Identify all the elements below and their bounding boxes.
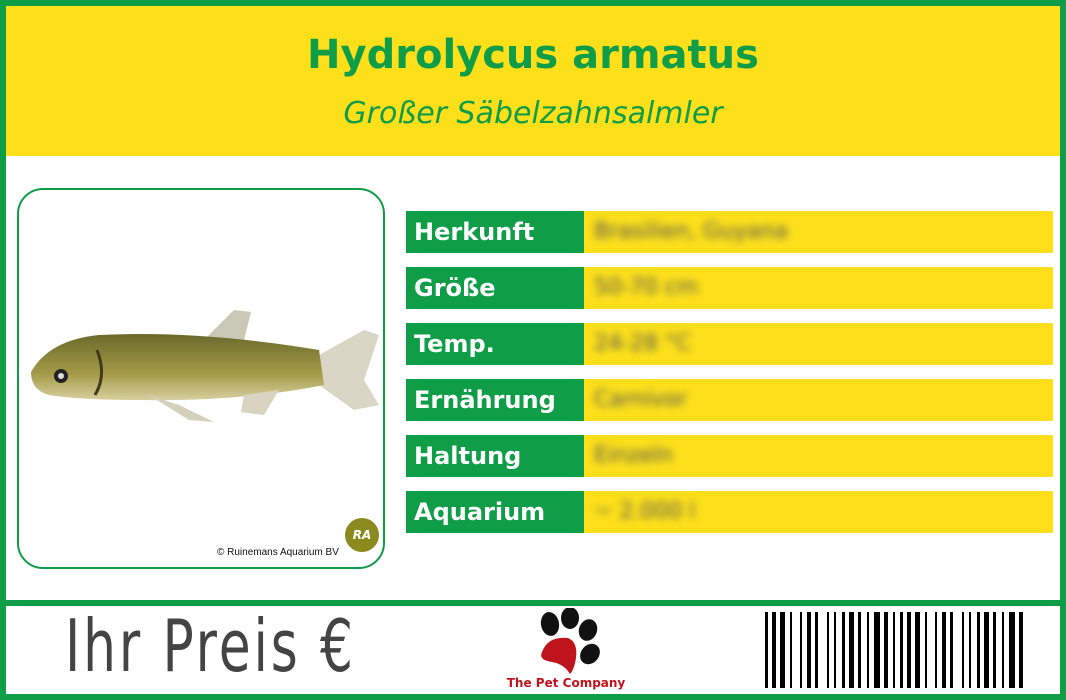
barcode-bar — [834, 612, 836, 688]
header: Hydrolycus armatus Großer Säbelzahnsalml… — [6, 6, 1060, 156]
barcode-bar — [765, 612, 768, 688]
detail-label: Temp. — [406, 323, 584, 365]
price-label: Ihr Preis € — [65, 604, 356, 688]
barcode-bar — [867, 612, 869, 688]
barcode-bar — [935, 612, 937, 688]
detail-row-aquarium: Aquarium ~ 2.000 l — [406, 491, 1053, 533]
barcode-bar — [969, 612, 971, 688]
species-title: Hydrolycus armatus — [307, 32, 759, 78]
fish-photo: RA © Ruinemans Aquarium BV — [17, 188, 385, 569]
barcode-bar — [977, 612, 980, 688]
barcode-bar — [950, 612, 953, 688]
detail-label: Ernährung — [406, 379, 584, 421]
detail-label: Aquarium — [406, 491, 584, 533]
barcode-bar — [893, 612, 895, 688]
detail-label: Herkunft — [406, 211, 584, 253]
barcode-bar — [772, 612, 776, 688]
barcode-bar — [849, 612, 854, 688]
barcode-bar — [993, 612, 996, 688]
company-name: The Pet Company — [506, 676, 626, 690]
barcode-bar — [900, 612, 903, 688]
detail-label: Größe — [406, 267, 584, 309]
detail-value: Brasilien, Guyana — [584, 211, 1053, 253]
detail-value: 50-70 cm — [584, 267, 1053, 309]
barcode-bar — [962, 612, 964, 688]
ra-logo: RA — [345, 518, 379, 552]
detail-value: ~ 2.000 l — [584, 491, 1053, 533]
barcode-bar — [874, 612, 880, 688]
detail-row-temp: Temp. 24-28 °C — [406, 323, 1053, 365]
barcode-bar — [942, 612, 946, 688]
detail-label: Haltung — [406, 435, 584, 477]
barcode-bar — [1019, 612, 1023, 688]
barcode-bar — [780, 612, 785, 688]
barcode-bar — [884, 612, 888, 688]
barcode-bar — [807, 612, 811, 688]
barcode-bar — [907, 612, 911, 688]
photo-copyright: © Ruinemans Aquarium BV — [217, 547, 339, 558]
barcode-bar — [815, 612, 818, 688]
detail-row-haltung: Haltung Einzeln — [406, 435, 1053, 477]
barcode-bar — [1009, 612, 1015, 688]
barcode-bar — [790, 612, 792, 688]
barcode — [765, 612, 1023, 688]
detail-value: Einzeln — [584, 435, 1053, 477]
barcode-bar — [842, 612, 845, 688]
detail-row-ernaehrung: Ernährung Carnivor — [406, 379, 1053, 421]
barcode-bar — [800, 612, 802, 688]
footer-divider — [6, 600, 1060, 606]
barcode-bar — [827, 612, 829, 688]
paw-icon — [540, 608, 600, 674]
barcode-bar — [858, 612, 861, 688]
detail-row-herkunft: Herkunft Brasilien, Guyana — [406, 211, 1053, 253]
barcode-bar — [925, 612, 927, 688]
detail-value: 24-28 °C — [584, 323, 1053, 365]
fish-image — [31, 310, 379, 422]
barcode-bar — [1002, 612, 1004, 688]
common-name: Großer Säbelzahnsalmler — [343, 96, 723, 131]
detail-row-groesse: Größe 50-70 cm — [406, 267, 1053, 309]
detail-value: Carnivor — [584, 379, 1053, 421]
barcode-bar — [984, 612, 989, 688]
barcode-bar — [915, 612, 920, 688]
